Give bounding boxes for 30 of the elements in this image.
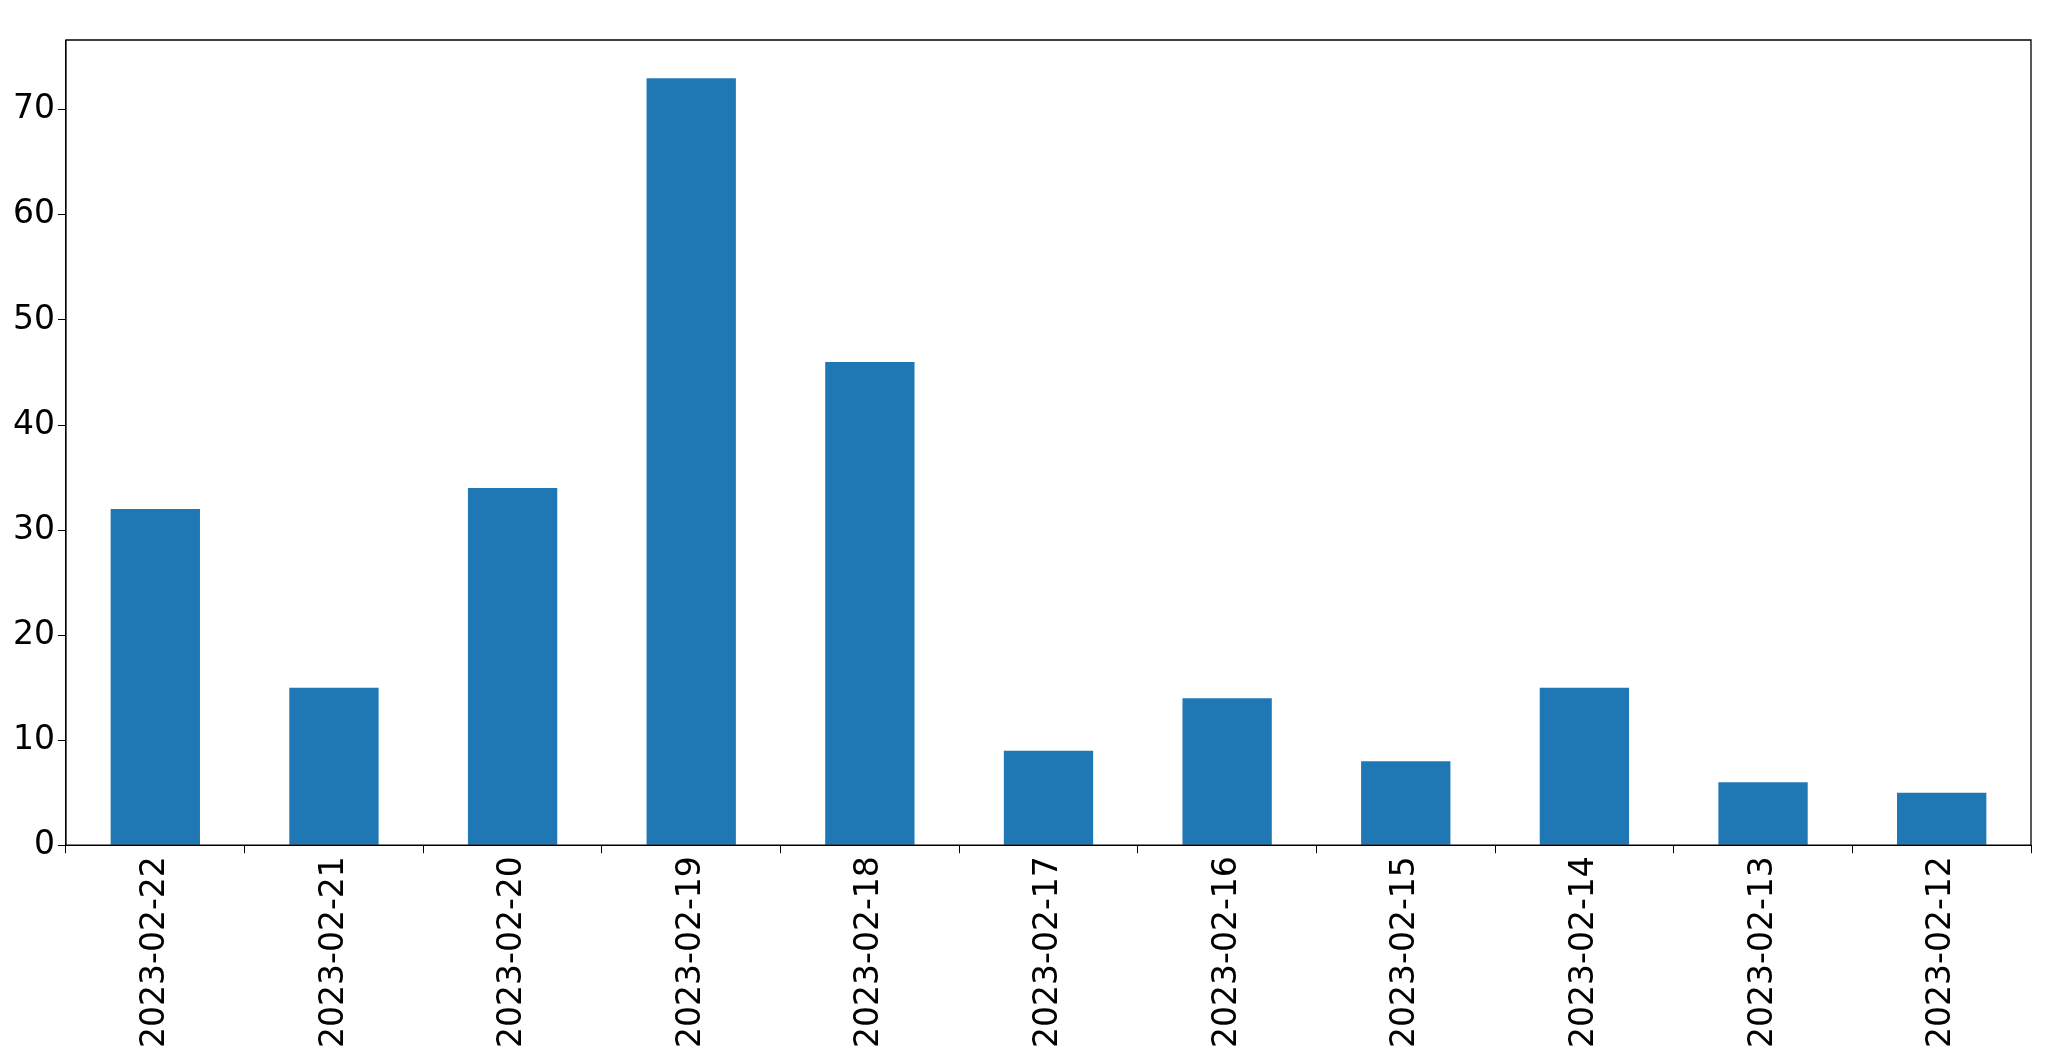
y-tick-label: 0 xyxy=(33,822,55,862)
bar xyxy=(1718,782,1808,845)
x-tick-label: 2023-02-17 xyxy=(1026,856,1066,1048)
x-tick-label: 2023-02-12 xyxy=(1919,856,1959,1048)
y-tick-label: 40 xyxy=(12,402,55,442)
x-tick-label: 2023-02-22 xyxy=(132,856,172,1048)
y-tick-label: 60 xyxy=(12,192,55,232)
bar xyxy=(1361,761,1451,845)
bar xyxy=(110,509,200,845)
y-tick-label: 30 xyxy=(12,507,55,547)
bar xyxy=(825,361,915,845)
x-tick-label: 2023-02-18 xyxy=(847,856,887,1048)
y-tick-label: 20 xyxy=(12,612,55,652)
x-tick-label: 2023-02-20 xyxy=(490,856,530,1048)
bar xyxy=(1003,750,1094,845)
y-tick-label: 50 xyxy=(12,297,55,337)
x-tick-label: 2023-02-16 xyxy=(1204,856,1244,1048)
x-tick-label: 2023-02-21 xyxy=(311,856,351,1048)
y-tick-label: 10 xyxy=(12,717,55,757)
bar xyxy=(1182,698,1272,845)
x-tick-label: 2023-02-14 xyxy=(1561,856,1601,1048)
bar xyxy=(1897,792,1987,845)
x-tick-label: 2023-02-13 xyxy=(1740,856,1780,1048)
y-tick-label: 70 xyxy=(12,87,55,127)
x-tick-label: 2023-02-15 xyxy=(1383,856,1423,1048)
bar xyxy=(467,488,558,845)
x-tick-label: 2023-02-19 xyxy=(668,856,708,1048)
bar xyxy=(646,78,736,845)
bar xyxy=(1539,687,1630,845)
bar xyxy=(289,687,379,845)
